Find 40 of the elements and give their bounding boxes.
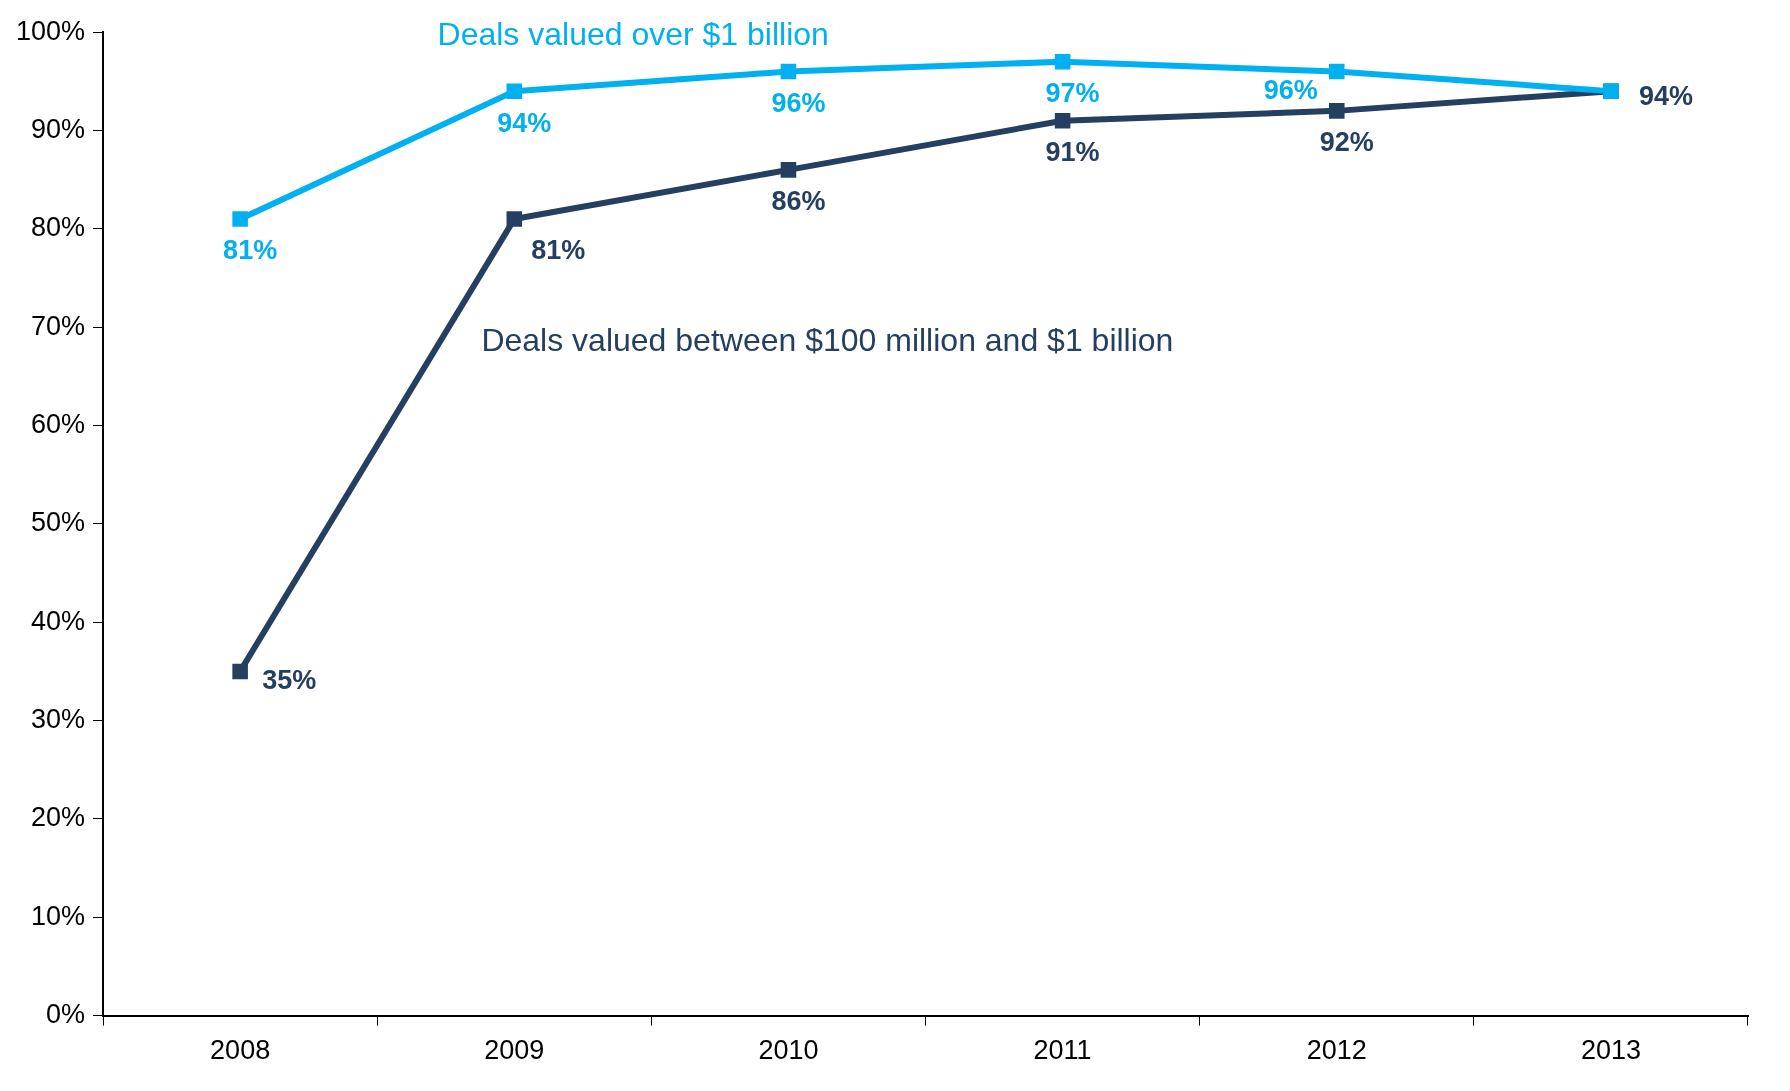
point bbox=[1054, 53, 1071, 70]
data-label: 81% bbox=[223, 235, 278, 266]
x-tick-label: 2010 bbox=[758, 1035, 819, 1066]
data-label: 96% bbox=[771, 87, 826, 118]
data-label: 86% bbox=[771, 186, 826, 217]
y-tick-label: 100% bbox=[15, 15, 86, 46]
series-label: Deals valued between $100 million and $1 billion bbox=[481, 321, 1174, 358]
point bbox=[1328, 103, 1345, 119]
y-tick-label: 0% bbox=[46, 999, 86, 1030]
y-tick-label: 90% bbox=[31, 113, 86, 144]
y-tick-label: 50% bbox=[31, 507, 86, 538]
y-tick-label: 20% bbox=[31, 802, 86, 833]
data-label: 35% bbox=[262, 664, 317, 695]
point bbox=[780, 63, 797, 80]
data-label: 91% bbox=[1045, 137, 1100, 168]
y-tick-label: 30% bbox=[31, 704, 86, 735]
x-tick-label: 2012 bbox=[1306, 1035, 1367, 1066]
point bbox=[232, 211, 248, 227]
data-label: 97% bbox=[1045, 78, 1100, 109]
data-label: 94% bbox=[497, 107, 552, 138]
x-tick-label: 2011 bbox=[1033, 1035, 1092, 1066]
y-tick-label: 80% bbox=[31, 212, 86, 243]
point bbox=[506, 83, 523, 99]
x-tick-label: 2008 bbox=[210, 1035, 271, 1066]
point bbox=[1328, 63, 1345, 80]
point bbox=[780, 162, 797, 178]
data-label: 96% bbox=[1263, 74, 1318, 105]
y-tick-label: 10% bbox=[31, 900, 86, 931]
x-tick-label: 2013 bbox=[1580, 1035, 1641, 1066]
point bbox=[506, 211, 523, 227]
series-label: Deals valued over $1 billion bbox=[437, 16, 829, 53]
y-tick-label: 70% bbox=[31, 310, 86, 341]
point bbox=[1054, 112, 1071, 129]
data-label: 81% bbox=[531, 235, 586, 266]
y-tick-label: 40% bbox=[31, 605, 86, 636]
point bbox=[232, 663, 248, 680]
data-label: 94% bbox=[1638, 80, 1693, 111]
x-tick-label: 2009 bbox=[484, 1035, 545, 1066]
y-tick-label: 60% bbox=[31, 409, 86, 440]
data-label: 92% bbox=[1319, 127, 1374, 158]
